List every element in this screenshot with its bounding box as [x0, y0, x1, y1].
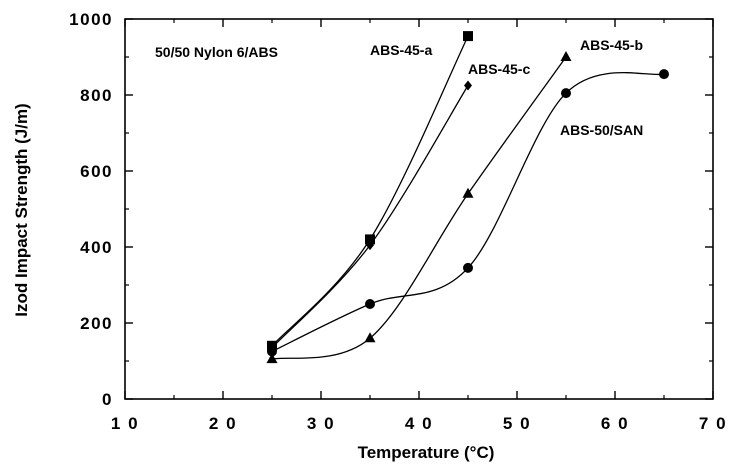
y-tick-label: 400	[80, 238, 113, 257]
series-layer	[266, 31, 669, 364]
series-label: ABS-45-a	[370, 42, 432, 58]
plot-frame	[124, 18, 714, 400]
data-point-triangle	[266, 353, 278, 364]
data-point-diamond	[464, 80, 472, 91]
data-point-circle	[463, 262, 473, 273]
y-tick-label: 800	[80, 86, 113, 105]
x-tick-label: 7 0	[699, 414, 727, 433]
data-point-circle	[659, 69, 669, 80]
data-point-triangle	[364, 332, 376, 343]
y-axis-title: Izod Impact Strength (J/m)	[12, 103, 31, 316]
x-tick-label: 5 0	[503, 414, 531, 433]
x-tick-label: 4 0	[405, 414, 433, 433]
y-tick-label: 200	[80, 314, 113, 333]
axes: 1 0 2 0 3 0 4 0 5 0 6 0 7 0 0 200 400 600 800 1000	[69, 10, 727, 433]
data-point-square	[365, 234, 375, 245]
y-tick-label: 600	[80, 162, 113, 181]
labels-layer: ABS-45-a ABS-45-c ABS-45-b ABS-50/SAN	[370, 37, 643, 138]
series-label: ABS-45-b	[580, 37, 643, 53]
series-line	[271, 56, 567, 360]
data-point-circle	[365, 299, 375, 309]
data-point-triangle	[462, 187, 474, 198]
data-point-square	[463, 31, 473, 42]
x-tick-label: 1 0	[111, 414, 139, 433]
data-point-diamond	[366, 240, 374, 251]
y-tick-label: 0	[102, 390, 113, 409]
x-tick-label: 3 0	[307, 414, 335, 433]
series-label: ABS-45-c	[468, 61, 530, 77]
x-axis-title: Temperature (°C)	[358, 443, 495, 462]
data-point-circle	[267, 346, 277, 357]
series-line	[271, 72, 665, 353]
y-tick-label: 1000	[69, 10, 113, 29]
data-point-circle	[561, 88, 571, 99]
series-label: ABS-50/SAN	[560, 122, 643, 138]
x-tick-label: 2 0	[209, 414, 237, 433]
series-line	[271, 35, 469, 347]
chart-annotation: 50/50 Nylon 6/ABS	[155, 44, 278, 60]
data-point-triangle	[560, 51, 572, 61]
x-tick-label: 6 0	[601, 414, 629, 433]
